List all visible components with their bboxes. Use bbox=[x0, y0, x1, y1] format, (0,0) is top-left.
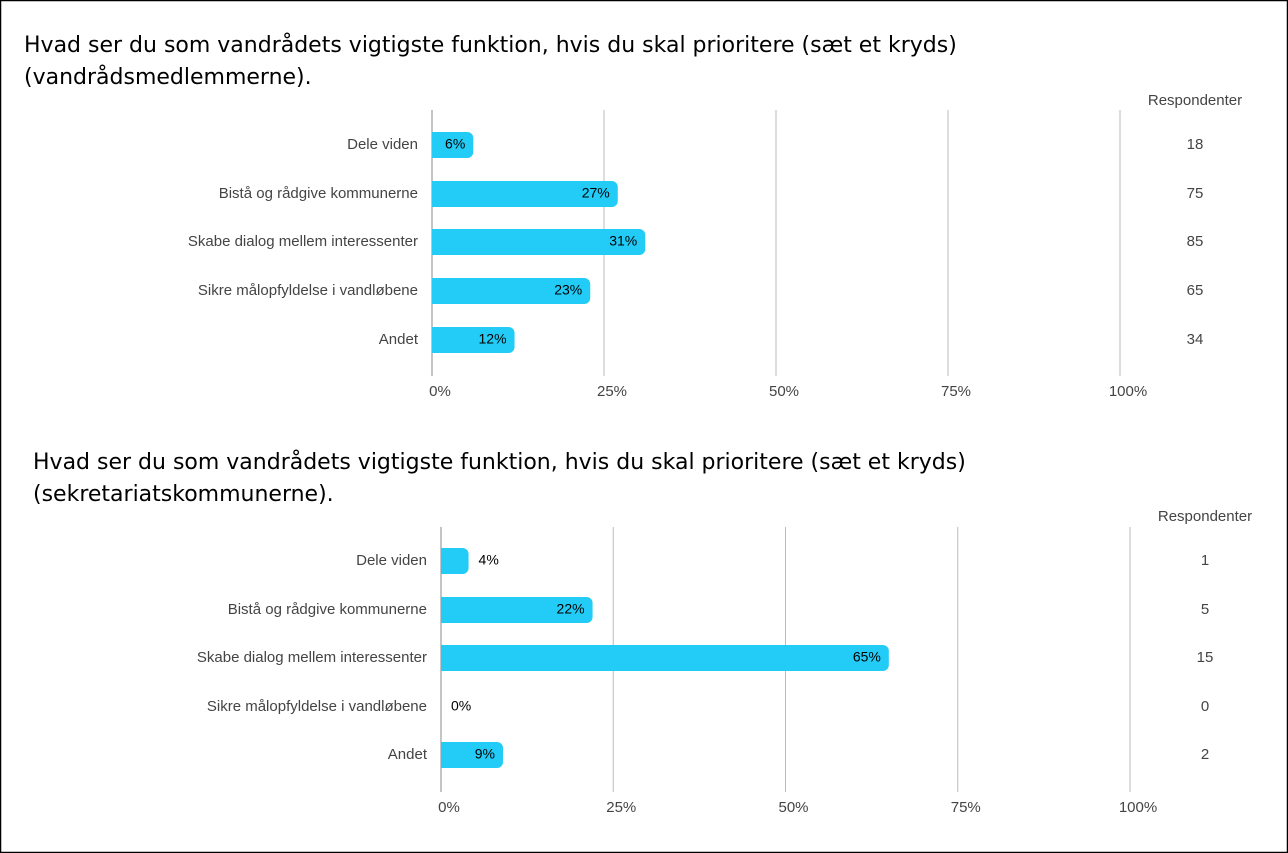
category-label: Skabe dialog mellem interessenter bbox=[188, 233, 418, 250]
value-label: 0% bbox=[451, 698, 471, 714]
respondent-count: 65 bbox=[1187, 282, 1204, 299]
respondent-count: 1 bbox=[1201, 552, 1209, 569]
respondents-header: Respondenter bbox=[1148, 92, 1242, 109]
bar bbox=[441, 742, 504, 768]
value-label: 22% bbox=[557, 601, 585, 617]
respondent-count: 0 bbox=[1201, 698, 1209, 715]
x-tick-label: 50% bbox=[769, 383, 799, 400]
x-tick-label: 75% bbox=[951, 799, 981, 816]
chart-title: (vandrådsmedlemmerne). bbox=[24, 64, 312, 90]
x-tick-label: 100% bbox=[1109, 383, 1147, 400]
category-label: Dele viden bbox=[356, 552, 427, 569]
bar bbox=[441, 548, 469, 574]
x-tick-label: 75% bbox=[941, 383, 971, 400]
value-label: 23% bbox=[554, 282, 582, 298]
value-label: 27% bbox=[582, 185, 610, 201]
bar bbox=[441, 597, 593, 623]
x-tick-label: 50% bbox=[778, 799, 808, 816]
value-label: 9% bbox=[475, 746, 495, 762]
respondent-count: 34 bbox=[1187, 331, 1204, 348]
category-label: Bistå og rådgive kommunerne bbox=[219, 185, 418, 202]
respondents-header: Respondenter bbox=[1158, 508, 1252, 525]
value-label: 65% bbox=[853, 649, 881, 665]
chart-title: (sekretariatskommunerne). bbox=[33, 482, 334, 507]
x-tick-label: 0% bbox=[429, 383, 451, 400]
chart-title: Hvad ser du som vandrådets vigtigste fun… bbox=[24, 32, 957, 58]
respondent-count: 85 bbox=[1187, 233, 1204, 250]
chart-title: Hvad ser du som vandrådets vigtigste fun… bbox=[33, 449, 966, 475]
category-label: Sikre målopfyldelse i vandløbene bbox=[198, 282, 418, 299]
x-tick-label: 25% bbox=[606, 799, 636, 816]
value-label: 6% bbox=[445, 136, 465, 152]
value-label: 12% bbox=[479, 331, 507, 347]
bar bbox=[441, 645, 889, 671]
value-label: 4% bbox=[479, 552, 499, 568]
respondent-count: 15 bbox=[1197, 649, 1214, 666]
bar bbox=[432, 327, 515, 353]
bar bbox=[432, 278, 591, 304]
respondent-count: 2 bbox=[1201, 746, 1209, 763]
x-tick-label: 25% bbox=[597, 383, 627, 400]
category-label: Dele viden bbox=[347, 136, 418, 153]
bar bbox=[432, 229, 646, 255]
category-label: Skabe dialog mellem interessenter bbox=[197, 649, 427, 666]
x-tick-label: 0% bbox=[438, 799, 460, 816]
category-label: Andet bbox=[388, 746, 428, 763]
category-label: Bistå og rådgive kommunerne bbox=[228, 601, 427, 618]
bar bbox=[432, 132, 474, 158]
x-tick-label: 100% bbox=[1119, 799, 1157, 816]
respondent-count: 75 bbox=[1187, 185, 1204, 202]
value-label: 31% bbox=[609, 233, 637, 249]
bar bbox=[432, 181, 618, 207]
category-label: Sikre målopfyldelse i vandløbene bbox=[207, 698, 427, 715]
respondent-count: 5 bbox=[1201, 601, 1209, 618]
respondent-count: 18 bbox=[1187, 136, 1204, 153]
category-label: Andet bbox=[379, 331, 419, 348]
